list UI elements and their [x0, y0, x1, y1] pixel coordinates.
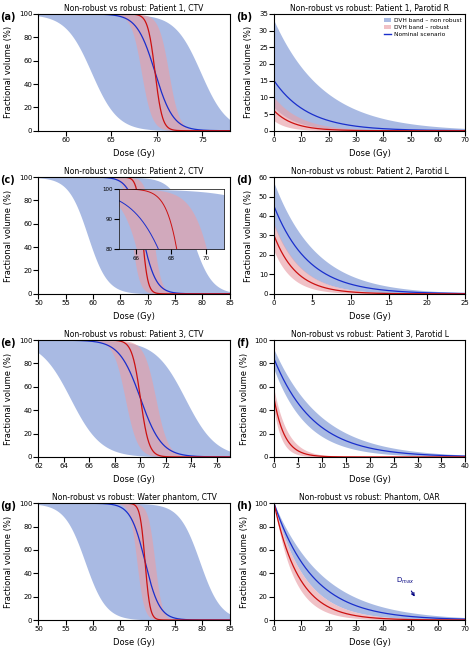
X-axis label: Dose (Gy): Dose (Gy)	[349, 312, 391, 321]
Y-axis label: Fractional volume (%): Fractional volume (%)	[240, 516, 249, 607]
X-axis label: Dose (Gy): Dose (Gy)	[349, 475, 391, 484]
X-axis label: Dose (Gy): Dose (Gy)	[349, 638, 391, 647]
Y-axis label: Fractional volume (%): Fractional volume (%)	[244, 26, 253, 118]
Title: Non-robust vs robust: Patient 3, CTV: Non-robust vs robust: Patient 3, CTV	[64, 330, 204, 339]
X-axis label: Dose (Gy): Dose (Gy)	[349, 148, 391, 158]
Y-axis label: Fractional volume (%): Fractional volume (%)	[4, 26, 13, 118]
X-axis label: Dose (Gy): Dose (Gy)	[113, 475, 155, 484]
Text: (b): (b)	[236, 12, 252, 21]
Title: Non-robust vs robust: Patient 1, Parotid R: Non-robust vs robust: Patient 1, Parotid…	[290, 4, 449, 13]
Title: Non-robust vs robust: Patient 1, CTV: Non-robust vs robust: Patient 1, CTV	[64, 4, 204, 13]
Title: Non-robust vs robust: Phantom, OAR: Non-robust vs robust: Phantom, OAR	[299, 493, 440, 503]
Y-axis label: Fractional volume (%): Fractional volume (%)	[4, 516, 13, 607]
Y-axis label: Fractional volume (%): Fractional volume (%)	[4, 189, 13, 281]
Title: Non-robust vs robust: Patient 2, CTV: Non-robust vs robust: Patient 2, CTV	[64, 167, 204, 176]
Text: (h): (h)	[236, 501, 252, 511]
Title: Non-robust vs robust: Patient 3, Parotid L: Non-robust vs robust: Patient 3, Parotid…	[291, 330, 449, 339]
Y-axis label: Fractional volume (%): Fractional volume (%)	[4, 352, 13, 445]
Title: Non-robust vs robust: Water phantom, CTV: Non-robust vs robust: Water phantom, CTV	[52, 493, 217, 503]
Text: (g): (g)	[0, 501, 16, 511]
X-axis label: Dose (Gy): Dose (Gy)	[113, 148, 155, 158]
Legend: DVH band – non robust, DVH band – robust, Nominal scenario: DVH band – non robust, DVH band – robust…	[383, 17, 463, 38]
X-axis label: Dose (Gy): Dose (Gy)	[113, 638, 155, 647]
Y-axis label: Fractional volume (%): Fractional volume (%)	[240, 352, 249, 445]
X-axis label: Dose (Gy): Dose (Gy)	[113, 312, 155, 321]
Text: (f): (f)	[236, 338, 249, 348]
Text: (c): (c)	[0, 174, 15, 185]
Text: (e): (e)	[0, 338, 16, 348]
Y-axis label: Fractional volume (%): Fractional volume (%)	[244, 189, 253, 281]
Text: (d): (d)	[236, 174, 252, 185]
Text: D$_{max}$: D$_{max}$	[396, 575, 414, 596]
Text: (a): (a)	[0, 12, 16, 21]
Title: Non-robust vs robust: Patient 2, Parotid L: Non-robust vs robust: Patient 2, Parotid…	[291, 167, 448, 176]
